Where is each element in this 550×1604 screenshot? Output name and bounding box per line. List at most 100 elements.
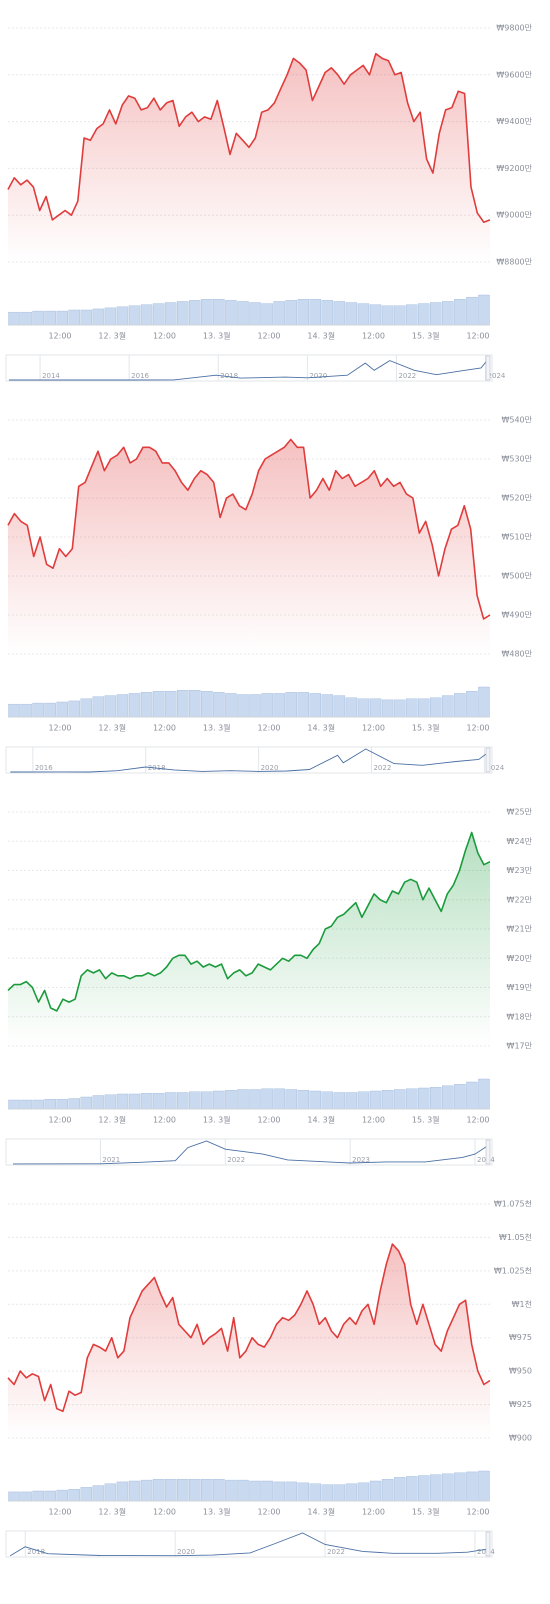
volume-bar — [309, 1090, 322, 1110]
volume-bar — [357, 698, 370, 718]
volume-bar — [369, 1090, 382, 1110]
x-tick-label: 12:00 — [466, 1116, 489, 1125]
navigator-label: 2014 — [42, 372, 60, 380]
volume-bar — [80, 1096, 93, 1110]
volume-bar — [80, 309, 93, 326]
y-tick-label: ₩510만 — [501, 533, 532, 542]
x-tick-label: 12:00 — [48, 724, 71, 733]
volume-bar — [128, 305, 141, 326]
volume-bar — [357, 1482, 370, 1502]
x-tick-label: 13. 3월 — [203, 1507, 231, 1517]
navigator-handle[interactable] — [485, 1139, 491, 1165]
x-tick-label: 12:00 — [153, 332, 176, 341]
volume-bar — [321, 694, 334, 718]
volume-bar — [454, 693, 466, 718]
volume-bar — [249, 1089, 261, 1110]
volume-bar — [189, 690, 201, 718]
volume-bar — [237, 694, 249, 718]
y-tick-label: ₩490만 — [501, 611, 532, 620]
volume-bar — [466, 1471, 478, 1502]
navigator-label: 2024 — [488, 372, 506, 380]
x-tick-label: 15. 3월 — [412, 723, 440, 733]
x-tick-label: 15. 3월 — [412, 331, 440, 341]
volume-bar — [56, 1099, 68, 1110]
volume-bar — [261, 693, 273, 718]
navigator-label: 2023 — [352, 1156, 370, 1164]
volume-bar — [140, 1479, 153, 1502]
x-tick-label: 12. 3월 — [98, 1507, 126, 1517]
volume-bar — [44, 702, 56, 718]
volume-bar — [213, 1478, 225, 1502]
volume-bar — [345, 302, 358, 326]
navigator-handle[interactable] — [485, 747, 491, 773]
volume-bar — [189, 1091, 201, 1110]
volume-bar — [32, 310, 44, 326]
volume-bar — [381, 1090, 394, 1110]
volume-bar — [273, 693, 285, 718]
volume-bar — [8, 311, 20, 326]
volume-bar — [393, 1477, 406, 1502]
x-tick-label: 12:00 — [153, 1508, 176, 1517]
volume-bar — [381, 305, 394, 326]
volume-bar — [345, 1092, 358, 1110]
volume-bar — [442, 1085, 454, 1110]
volume-bar — [68, 1488, 81, 1502]
y-tick-label: ₩900 — [509, 1434, 532, 1443]
volume-bar — [20, 1099, 32, 1110]
volume-bar — [418, 1475, 430, 1502]
y-tick-label: ₩530만 — [501, 455, 532, 464]
volume-bar — [249, 1480, 261, 1502]
volume-bar — [116, 1481, 129, 1502]
y-tick-label: ₩21만 — [507, 925, 533, 934]
volume-bar — [164, 302, 177, 326]
navigator-label: 2016 — [35, 764, 53, 772]
y-tick-label: ₩8800만 — [496, 258, 532, 267]
volume-bar — [32, 1099, 44, 1110]
volume-bar — [8, 703, 20, 718]
volume-bar — [454, 299, 466, 326]
y-tick-label: ₩9200만 — [496, 164, 532, 173]
volume-bar — [478, 1078, 490, 1110]
x-tick-label: 12:00 — [466, 1508, 489, 1517]
y-tick-label: ₩520만 — [501, 494, 532, 503]
x-tick-label: 12:00 — [362, 724, 385, 733]
y-tick-label: ₩9800만 — [496, 24, 532, 33]
navigator-frame — [5, 1138, 493, 1166]
volume-bar — [176, 690, 189, 718]
x-tick-label: 13. 3월 — [203, 723, 231, 733]
volume-bar — [116, 1093, 129, 1110]
x-tick-label: 12:00 — [362, 1508, 385, 1517]
navigator-handle[interactable] — [485, 355, 491, 381]
y-tick-label: ₩500만 — [501, 572, 532, 581]
navigator-label: 2018 — [220, 372, 238, 380]
volume-bar — [116, 306, 129, 326]
volume-bar — [44, 1099, 56, 1110]
price-area — [8, 439, 490, 654]
volume-bar — [297, 692, 309, 718]
volume-bar — [285, 1481, 297, 1502]
volume-bar — [20, 311, 32, 326]
y-tick-label: ₩1.025천 — [494, 1265, 532, 1275]
volume-bar — [176, 1092, 189, 1110]
volume-bar — [68, 309, 81, 326]
volume-bar — [249, 694, 261, 718]
volume-bar — [225, 300, 237, 326]
price-area — [8, 53, 490, 263]
volume-bar — [405, 698, 418, 718]
volume-bar — [32, 702, 44, 718]
volume-bar — [393, 305, 406, 326]
volume-bar — [44, 1490, 56, 1502]
volume-bar — [381, 699, 394, 718]
volume-bar — [213, 1090, 225, 1110]
navigator-line — [10, 748, 491, 773]
volume-bar — [478, 1470, 490, 1502]
volume-bar — [128, 1480, 141, 1502]
y-tick-label: ₩19만 — [507, 983, 533, 992]
navigator-handle[interactable] — [485, 1531, 491, 1557]
volume-bar — [20, 1491, 32, 1502]
y-tick-label: ₩25만 — [507, 808, 533, 817]
volume-bar — [418, 303, 430, 326]
volume-bar — [369, 698, 382, 718]
x-tick-label: 12:00 — [48, 1508, 71, 1517]
